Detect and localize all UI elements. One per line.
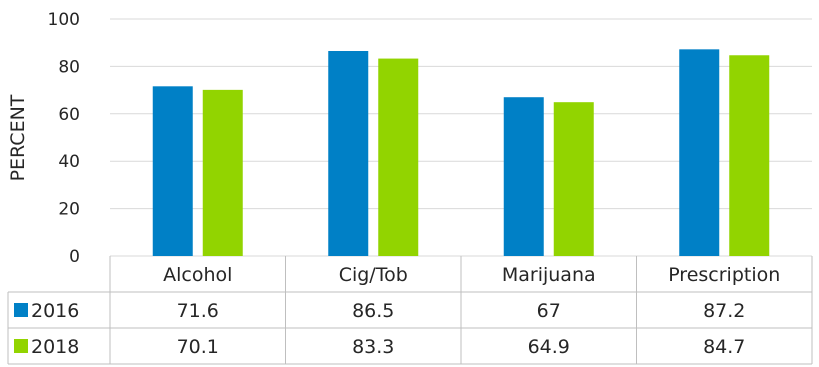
y-axis-label: PERCENT: [7, 94, 29, 181]
data-table-cell: 86.5: [352, 300, 394, 322]
series-label: 2016: [31, 300, 79, 322]
data-table-cell: 83.3: [352, 336, 394, 358]
y-tick-label: 80: [58, 57, 80, 77]
bar-2018-0: [202, 89, 243, 256]
data-table-cell: 67: [537, 300, 561, 322]
y-tick-label: 40: [58, 152, 80, 172]
bar-2018-3: [729, 55, 770, 256]
bar-2016-2: [503, 97, 544, 257]
data-table-cell: 71.6: [177, 300, 219, 322]
category-label: Alcohol: [163, 264, 232, 286]
bar-2016-3: [679, 49, 720, 256]
bars: [152, 49, 770, 257]
data-table-cell: 87.2: [703, 300, 745, 322]
category-label: Prescription: [668, 264, 780, 286]
data-table: Alcohol Cig/Tob Marijuana Prescription 2016 7…: [7, 256, 813, 365]
category-label: Cig/Tob: [339, 264, 408, 286]
category-label: Marijuana: [502, 264, 596, 286]
data-table-cell: 70.1: [177, 336, 219, 358]
bar-2018-2: [553, 102, 594, 256]
y-tick-label: 100: [48, 10, 80, 30]
data-table-cell: 64.9: [528, 336, 570, 358]
bar-2018-1: [378, 58, 419, 257]
data-table-cell: 84.7: [703, 336, 745, 358]
bar-2016-1: [328, 50, 369, 257]
y-axis-ticks: 0 20 40 60 80 100: [48, 10, 80, 267]
y-tick-label: 60: [58, 105, 80, 125]
legend-swatch-2016: [14, 303, 28, 317]
bar-2016-0: [152, 86, 193, 256]
series-label: 2018: [31, 336, 79, 358]
y-tick-label: 0: [69, 247, 80, 267]
y-tick-label: 20: [58, 200, 80, 220]
legend-swatch-2018: [14, 339, 28, 353]
